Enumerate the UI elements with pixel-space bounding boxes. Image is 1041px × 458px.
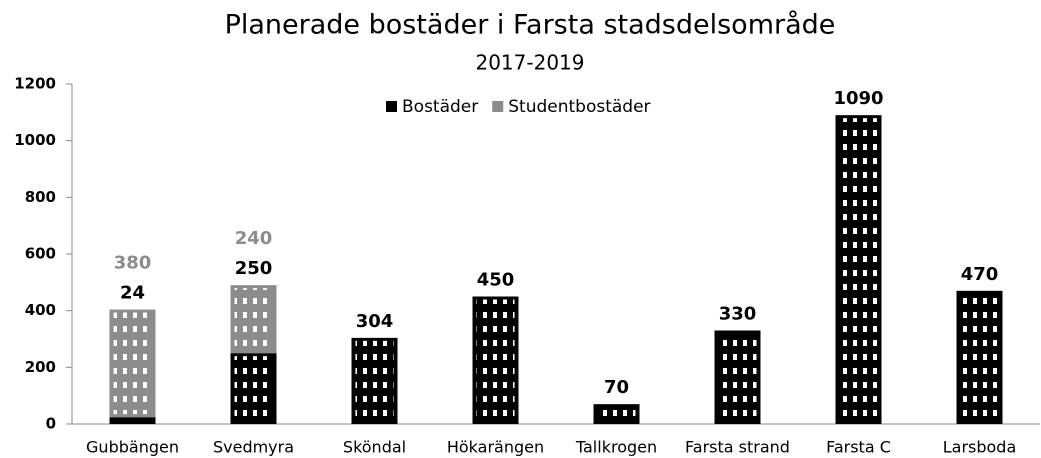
- value-label: 380: [114, 253, 152, 274]
- y-tick-label: 200: [25, 358, 56, 376]
- value-label: 24: [120, 283, 145, 304]
- value-label: 1090: [833, 88, 883, 109]
- chart-subtitle: 2017-2019: [475, 51, 584, 75]
- y-tick-label: 400: [25, 301, 56, 319]
- y-tick-label: 0: [46, 415, 56, 433]
- x-tick-label: Farsta C: [826, 438, 891, 457]
- bar-windows: [356, 341, 394, 421]
- value-label: 450: [477, 270, 515, 291]
- legend-swatch: [492, 101, 503, 112]
- bar-windows: [114, 420, 152, 421]
- y-tick-label: 1200: [14, 75, 56, 93]
- bar-windows: [235, 356, 273, 421]
- y-tick-label: 800: [25, 188, 56, 206]
- bar-windows: [598, 407, 636, 421]
- bar-windows: [235, 288, 273, 350]
- value-label: 470: [961, 264, 999, 285]
- x-tick-label: Larsboda: [943, 438, 1017, 457]
- bar-windows: [114, 313, 152, 415]
- x-tick-label: Farsta strand: [685, 438, 790, 457]
- value-label: 70: [604, 377, 629, 398]
- bar-windows: [840, 118, 878, 421]
- legend-label: Studentbostäder: [508, 97, 650, 117]
- chart-title: Planerade bostäder i Farsta stadsdelsomr…: [225, 10, 836, 41]
- bar-windows: [477, 300, 515, 422]
- value-label: 240: [235, 228, 273, 249]
- x-tick-label: Sköndal: [343, 438, 406, 457]
- value-label: 250: [235, 258, 273, 279]
- x-tick-label: Tallkrogen: [575, 438, 657, 457]
- x-tick-label: Gubbängen: [86, 438, 179, 457]
- x-tick-label: Svedmyra: [213, 438, 294, 457]
- y-tick-label: 1000: [14, 131, 56, 149]
- y-tick-label: 600: [25, 245, 56, 263]
- legend-label: Bostäder: [402, 97, 478, 117]
- bar-windows: [719, 334, 757, 422]
- x-tick-label: Hökarängen: [447, 438, 544, 457]
- value-label: 304: [356, 311, 394, 332]
- bar-windows: [961, 294, 999, 421]
- legend-swatch: [386, 101, 397, 112]
- chart: Planerade bostäder i Farsta stadsdelsomr…: [0, 0, 1041, 458]
- legend: Bostäder Studentbostäder: [386, 97, 651, 117]
- value-label: 330: [719, 304, 757, 325]
